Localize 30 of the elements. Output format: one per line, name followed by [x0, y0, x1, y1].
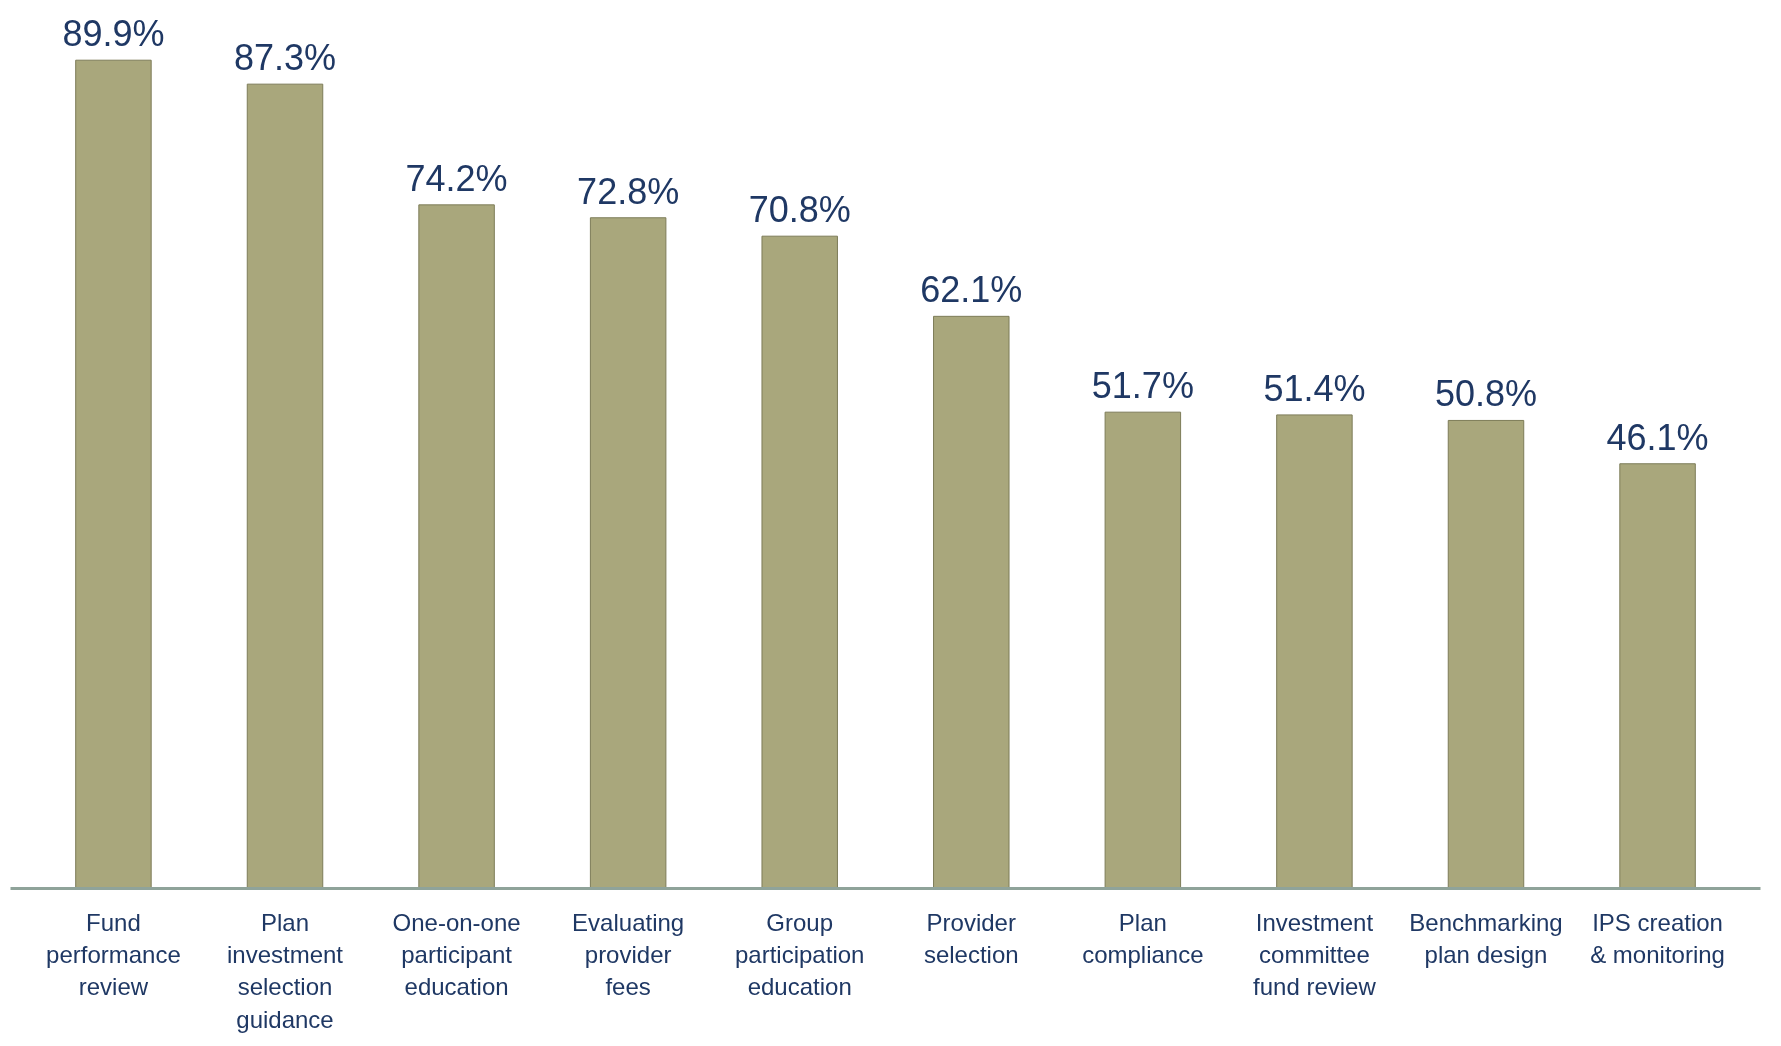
- x-tick-label: Evaluating provider fees: [572, 908, 685, 1001]
- data-label: 89.9%: [62, 13, 165, 55]
- bar: [418, 204, 495, 889]
- bar: [761, 235, 838, 889]
- data-label: 74.2%: [405, 157, 508, 199]
- x-tick-label: Provider selection: [923, 908, 1019, 968]
- x-tick-label: IPS creation & monitoring: [1590, 908, 1725, 968]
- bar: [1447, 419, 1525, 889]
- x-tick-label: Plan investment selection guidance: [226, 908, 344, 1033]
- bar: [933, 315, 1010, 889]
- x-tick-label: Benchmarking plan design: [1409, 908, 1563, 968]
- bar: [1104, 411, 1182, 889]
- bar: [246, 83, 324, 889]
- x-tick-label: One-on-one participant education: [392, 908, 521, 1001]
- bar: [1276, 414, 1353, 889]
- x-tick-label: Plan compliance: [1082, 908, 1204, 968]
- data-label: 50.8%: [1434, 373, 1538, 415]
- x-tick-label: Group participation education: [735, 908, 865, 1001]
- data-label: 87.3%: [233, 37, 337, 79]
- data-label: 62.1%: [920, 269, 1023, 311]
- bar: [1619, 463, 1696, 889]
- bar: [75, 59, 152, 889]
- data-label: 51.7%: [1091, 365, 1194, 407]
- data-label: 72.8%: [577, 170, 680, 212]
- x-tick-label: Investment committee fund review: [1253, 908, 1377, 1001]
- bar: [589, 217, 667, 889]
- data-label: 46.1%: [1606, 416, 1709, 458]
- data-label: 70.8%: [748, 189, 851, 231]
- x-tick-label: Fund performance review: [46, 908, 181, 1001]
- data-label: 51.4%: [1263, 367, 1366, 409]
